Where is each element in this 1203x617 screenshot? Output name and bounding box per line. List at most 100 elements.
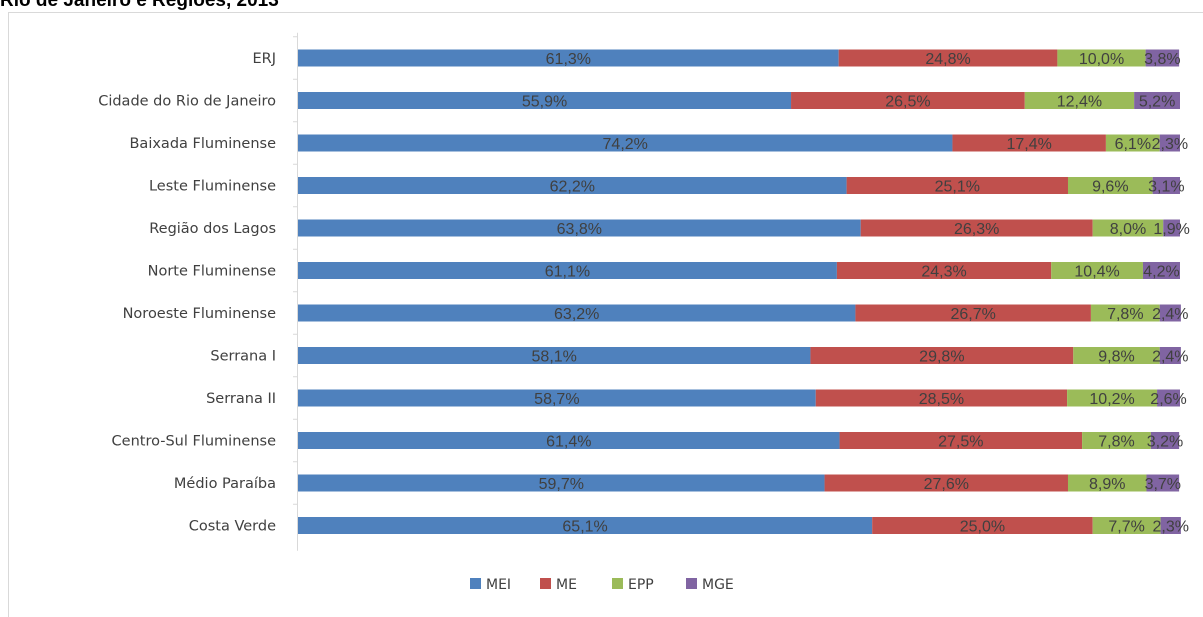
bar-segment-mei (298, 304, 856, 322)
bar-segment-mei (298, 134, 953, 152)
bar-segment-epp (1057, 49, 1146, 67)
data-label: 61,4% (546, 434, 591, 451)
data-label: 7,8% (1098, 434, 1134, 451)
data-label: 3,8% (1144, 51, 1180, 68)
category-label: ERJ (252, 51, 276, 67)
data-label: 8,9% (1089, 476, 1125, 493)
data-label: 63,8% (557, 221, 602, 238)
bar-segment-mge (1163, 219, 1180, 237)
category-label: Serrana I (210, 349, 276, 365)
data-label: 62,2% (550, 179, 595, 196)
bar-segment-mei (298, 92, 792, 109)
bar-segment-mge (1157, 389, 1180, 407)
bar-segment-mge (1145, 49, 1180, 67)
data-label: 61,3% (546, 51, 591, 68)
data-label: 1,9% (1153, 221, 1189, 238)
legend-swatch-me (540, 578, 551, 589)
bar-segment-mge (1152, 177, 1180, 194)
bar-segment-mge (1142, 262, 1180, 279)
category-label: Centro-Sul Fluminense (112, 434, 277, 450)
data-label: 2,3% (1152, 136, 1188, 153)
bar-segment-epp (1090, 304, 1160, 322)
bar-segment-me (791, 92, 1025, 109)
data-label: 26,5% (885, 94, 930, 111)
bar-segment-epp (1092, 219, 1164, 237)
bar-segment-mei (298, 517, 873, 534)
legend-label-me: ME (556, 577, 577, 593)
bar-segment-epp (1105, 134, 1160, 152)
data-label: 74,2% (603, 136, 648, 153)
data-label: 24,3% (921, 264, 966, 281)
bar-segment-epp (1067, 389, 1158, 407)
data-label: 28,5% (919, 391, 964, 408)
data-label: 17,4% (1006, 136, 1051, 153)
data-label: 9,6% (1092, 179, 1128, 196)
data-label: 8,0% (1110, 221, 1146, 238)
data-label: 12,4% (1057, 94, 1102, 111)
category-label: Costa Verde (189, 519, 276, 535)
category-label: Leste Fluminense (149, 179, 276, 195)
data-label: 7,7% (1108, 519, 1144, 536)
page-title: Rio de Janeiro e Regiões, 2013 (0, 0, 279, 11)
data-label: 58,7% (534, 391, 579, 408)
category-label: Noroeste Fluminense (123, 306, 276, 322)
bar-segment-mei (298, 389, 816, 407)
data-label: 59,7% (539, 476, 584, 493)
bar-segment-epp (1067, 177, 1153, 194)
bar-segment-me (839, 432, 1083, 449)
data-label: 61,1% (545, 264, 590, 281)
bar-segment-me (952, 134, 1106, 152)
bar-segment-epp (1024, 92, 1135, 109)
category-label: Região dos Lagos (149, 221, 276, 237)
bar-segment-mge (1150, 432, 1180, 449)
data-label: 3,7% (1145, 476, 1181, 493)
data-label: 26,7% (950, 306, 995, 323)
category-label: Norte Fluminense (148, 264, 276, 280)
bar-segment-me (846, 177, 1068, 194)
data-label: 7,8% (1107, 306, 1143, 323)
bar-segment-mei (298, 347, 811, 364)
category-labels: ERJ Cidade do Rio de Janeiro Baixada Flumi… (98, 51, 276, 535)
legend-label-mei: MEI (486, 577, 511, 593)
bar-segment-me (815, 389, 1068, 407)
bar-segment-mge (1159, 347, 1181, 364)
data-label: 27,6% (924, 476, 969, 493)
legend-swatch-mei (470, 578, 481, 589)
legend-label-epp: EPP (628, 577, 654, 593)
bar-segment-me (838, 49, 1058, 67)
data-label: 65,1% (562, 519, 607, 536)
data-label: 25,0% (960, 519, 1005, 536)
data-label: 2,6% (1150, 391, 1186, 408)
data-label: 2,4% (1152, 349, 1188, 366)
chart-frame (8, 12, 1203, 617)
data-label: 9,8% (1098, 349, 1134, 366)
bar-segment-mge (1146, 474, 1180, 492)
bar-segment-me (824, 474, 1068, 492)
bar-segment-me (860, 219, 1093, 237)
bar-segment-me (836, 262, 1052, 279)
bar-segment-mei (298, 219, 861, 237)
bar-segment-mei (298, 262, 837, 279)
data-label: 29,8% (919, 349, 964, 366)
data-label: 2,4% (1152, 306, 1188, 323)
data-label: 10,2% (1089, 391, 1134, 408)
legend-swatch-mge (686, 578, 697, 589)
bar-segment-mge (1159, 304, 1181, 322)
bar-segment-epp (1051, 262, 1143, 279)
data-label: 26,3% (954, 221, 999, 238)
data-label: 2,3% (1153, 519, 1189, 536)
bars-layer (298, 49, 1181, 534)
data-label: 3,1% (1148, 179, 1184, 196)
bar-segment-me (810, 347, 1074, 364)
bar-segment-mge (1134, 92, 1180, 109)
bar-segment-epp (1067, 474, 1147, 492)
axis-layer (293, 32, 298, 551)
bar-segment-epp (1073, 347, 1160, 364)
bar-segment-mei (298, 49, 839, 67)
bar-segment-epp (1082, 432, 1151, 449)
bar-segment-mei (298, 474, 825, 492)
bar-segment-mei (298, 177, 847, 194)
data-label: 63,2% (554, 306, 599, 323)
bar-segment-epp (1092, 517, 1161, 534)
data-label: 10,0% (1079, 51, 1124, 68)
